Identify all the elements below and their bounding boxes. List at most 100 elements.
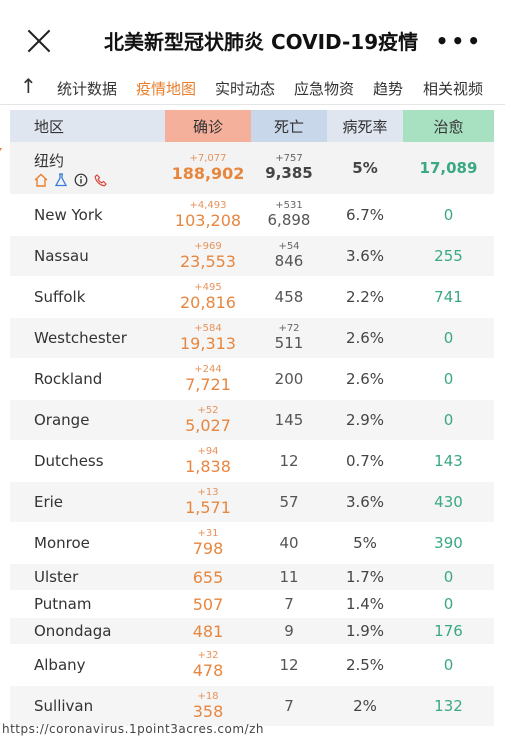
- total-recovered: 17,089: [419, 159, 478, 177]
- recovered-value: 0: [443, 370, 454, 388]
- fatality-rate-cell: 2.6%: [327, 318, 403, 358]
- home-icon[interactable]: [34, 173, 48, 187]
- flask-icon[interactable]: [54, 172, 68, 187]
- recovered-cell: 0: [403, 645, 494, 685]
- header-confirmed[interactable]: 确诊: [165, 110, 251, 142]
- region-label: New York: [34, 206, 103, 224]
- total-confirmed: +7,077 188,902: [165, 142, 251, 194]
- fatality-rate-cell: 2.9%: [327, 400, 403, 440]
- table-body: New York +4,493 103,208 +531 6,898 6.7% 0 Nassa…: [10, 195, 494, 727]
- fatality-rate-value: 2%: [353, 697, 377, 715]
- header-region[interactable]: 地区: [10, 110, 165, 142]
- confirmed-cell: +94 1,838: [165, 441, 251, 481]
- confirmed-value: 19,313: [180, 334, 236, 353]
- fatality-rate-value: 1.4%: [345, 595, 385, 613]
- table-row[interactable]: Monroe +31 798 40 5% 390: [10, 523, 494, 564]
- header-fatality-rate[interactable]: 病死率: [327, 110, 403, 142]
- header-deaths[interactable]: 死亡: [251, 110, 327, 142]
- table-row[interactable]: Rockland +244 7,721 200 2.6% 0: [10, 359, 494, 400]
- top-bar: 北美新型冠状肺炎 COVID-19疫情 •••: [0, 0, 505, 78]
- region-name: Erie: [10, 482, 165, 522]
- confirmed-delta: +584: [194, 323, 222, 334]
- confirmed-value: 103,208: [174, 211, 242, 230]
- fatality-rate-cell: 2.6%: [327, 359, 403, 399]
- fatality-rate-value: 3.6%: [345, 247, 385, 265]
- fatality-rate-cell: 1.9%: [327, 618, 403, 644]
- deaths-value: 57: [279, 492, 299, 511]
- fatality-rate-value: 3.6%: [345, 493, 385, 511]
- table-row[interactable]: Albany +32 478 12 2.5% 0: [10, 645, 494, 686]
- info-icon[interactable]: [74, 173, 88, 187]
- triangle-down-icon[interactable]: [0, 148, 2, 156]
- recovered-cell: 176: [403, 618, 494, 644]
- tab-supplies[interactable]: 应急物资: [294, 80, 355, 98]
- tab-stats[interactable]: 统计数据: [57, 80, 118, 98]
- fatality-rate-value: 2.6%: [345, 329, 385, 347]
- table-row[interactable]: Onondaga 481 9 1.9% 176: [10, 618, 494, 645]
- region-name: Monroe: [10, 523, 165, 563]
- confirmed-cell: +584 19,313: [165, 318, 251, 358]
- recovered-value: 255: [434, 247, 463, 265]
- table-row[interactable]: Dutchess +94 1,838 12 0.7% 143: [10, 441, 494, 482]
- recovered-value: 0: [443, 568, 454, 586]
- region-name: Dutchess: [10, 441, 165, 481]
- total-row[interactable]: 纽约 +7,077 188,902 +757 9,385 5% 17,089: [0, 142, 494, 195]
- table-row[interactable]: Sullivan +18 358 7 2% 132: [10, 686, 494, 727]
- recovered-value: 143: [434, 452, 463, 470]
- deaths-cell: +72 511: [251, 318, 327, 358]
- tab-trend[interactable]: 趋势: [373, 80, 404, 98]
- table-row[interactable]: Nassau +969 23,553 +54 846 3.6% 255: [10, 236, 494, 277]
- confirmed-delta: +18: [197, 691, 219, 702]
- deaths-value: 40: [279, 533, 299, 552]
- more-dots-icon[interactable]: •••: [435, 29, 483, 53]
- fatality-rate-value: 2.5%: [345, 656, 385, 674]
- recovered-cell: 430: [403, 482, 494, 522]
- confirmed-cell: +4,493 103,208: [165, 195, 251, 235]
- tab-map[interactable]: 疫情地图: [136, 80, 197, 98]
- confirmed-value: 481: [192, 621, 224, 641]
- total-deaths-delta: +757: [275, 153, 303, 164]
- deaths-value: 7: [284, 594, 294, 613]
- confirmed-delta: +52: [197, 405, 219, 416]
- deaths-cell: 200: [251, 359, 327, 399]
- close-icon[interactable]: [26, 28, 52, 54]
- tab-videos[interactable]: 相关视频: [423, 80, 484, 98]
- table-row[interactable]: Orange +52 5,027 145 2.9% 0: [10, 400, 494, 441]
- fatality-rate-cell: 2.2%: [327, 277, 403, 317]
- deaths-cell: 9: [251, 618, 327, 644]
- table-row[interactable]: Erie +13 1,571 57 3.6% 430: [10, 482, 494, 523]
- tab-bar: ↑ 统计数据 疫情地图 实时动态 应急物资 趋势 相关视频: [0, 72, 505, 106]
- tab-news[interactable]: 实时动态: [215, 80, 276, 98]
- deaths-value: 200: [274, 369, 304, 388]
- confirmed-value: 5,027: [185, 416, 231, 435]
- table-row[interactable]: Ulster 655 11 1.7% 0: [10, 564, 494, 591]
- confirmed-delta: +4,493: [189, 200, 227, 211]
- confirmed-delta: +32: [197, 650, 219, 661]
- deaths-value: 511: [274, 334, 304, 352]
- deaths-value: 12: [279, 451, 299, 470]
- fatality-rate-value: 2.6%: [345, 370, 385, 388]
- table-row[interactable]: Suffolk +495 20,816 458 2.2% 741: [10, 277, 494, 318]
- recovered-cell: 390: [403, 523, 494, 563]
- recovered-value: 430: [434, 493, 463, 511]
- header-recovered[interactable]: 治愈: [403, 110, 494, 142]
- deaths-delta: +531: [275, 200, 303, 211]
- region-label: Westchester: [34, 329, 127, 347]
- phone-icon[interactable]: [94, 173, 108, 187]
- confirmed-cell: +18 358: [165, 686, 251, 726]
- deaths-cell: 12: [251, 441, 327, 481]
- deaths-value: 846: [274, 252, 304, 270]
- deaths-cell: 145: [251, 400, 327, 440]
- region-label: Ulster: [34, 568, 79, 586]
- total-deaths: +757 9,385: [251, 142, 327, 194]
- source-url[interactable]: https://coronavirus.1point3acres.com/zh: [2, 722, 264, 736]
- region-name: Orange: [10, 400, 165, 440]
- fatality-rate-cell: 1.4%: [327, 591, 403, 617]
- arrow-up-icon[interactable]: ↑: [20, 74, 37, 98]
- region-name: Putnam: [10, 591, 165, 617]
- total-rate: 5%: [352, 159, 378, 177]
- table-row[interactable]: New York +4,493 103,208 +531 6,898 6.7% 0: [10, 195, 494, 236]
- fatality-rate-cell: 3.6%: [327, 482, 403, 522]
- table-row[interactable]: Westchester +584 19,313 +72 511 2.6% 0: [10, 318, 494, 359]
- table-row[interactable]: Putnam 507 7 1.4% 0: [10, 591, 494, 618]
